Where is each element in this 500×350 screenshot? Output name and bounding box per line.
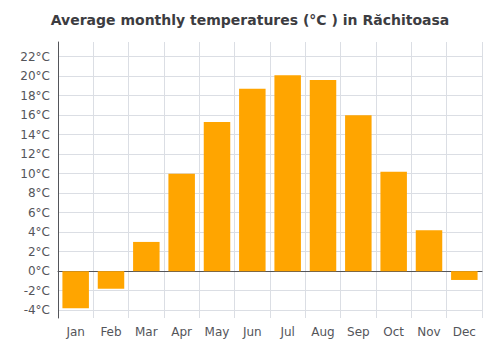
svg-text:Jun: Jun [242,325,262,339]
svg-text:4°C: 4°C [28,225,50,239]
svg-text:2°C: 2°C [28,245,50,259]
svg-text:Dec: Dec [453,325,476,339]
svg-text:Apr: Apr [171,325,192,339]
svg-text:12°C: 12°C [20,147,50,161]
svg-text:Mar: Mar [135,325,158,339]
svg-text:8°C: 8°C [28,186,50,200]
svg-text:14°C: 14°C [20,128,50,142]
svg-text:Jan: Jan [65,325,85,339]
svg-text:Nov: Nov [417,325,440,339]
svg-text:22°C: 22°C [20,50,50,64]
svg-text:16°C: 16°C [20,108,50,122]
svg-text:Oct: Oct [383,325,404,339]
svg-text:20°C: 20°C [20,69,50,83]
svg-text:0°C: 0°C [28,264,50,278]
svg-text:-2°C: -2°C [24,284,50,298]
svg-text:Jul: Jul [279,325,294,339]
svg-text:Aug: Aug [311,325,334,339]
svg-text:-4°C: -4°C [24,303,50,317]
svg-text:Feb: Feb [100,325,121,339]
svg-text:6°C: 6°C [28,206,50,220]
svg-text:Average monthly temperatures (: Average monthly temperatures (°C ) in Ră… [51,12,450,28]
svg-text:10°C: 10°C [20,167,50,181]
svg-text:18°C: 18°C [20,89,50,103]
svg-text:Sep: Sep [347,325,370,339]
svg-text:May: May [205,325,230,339]
